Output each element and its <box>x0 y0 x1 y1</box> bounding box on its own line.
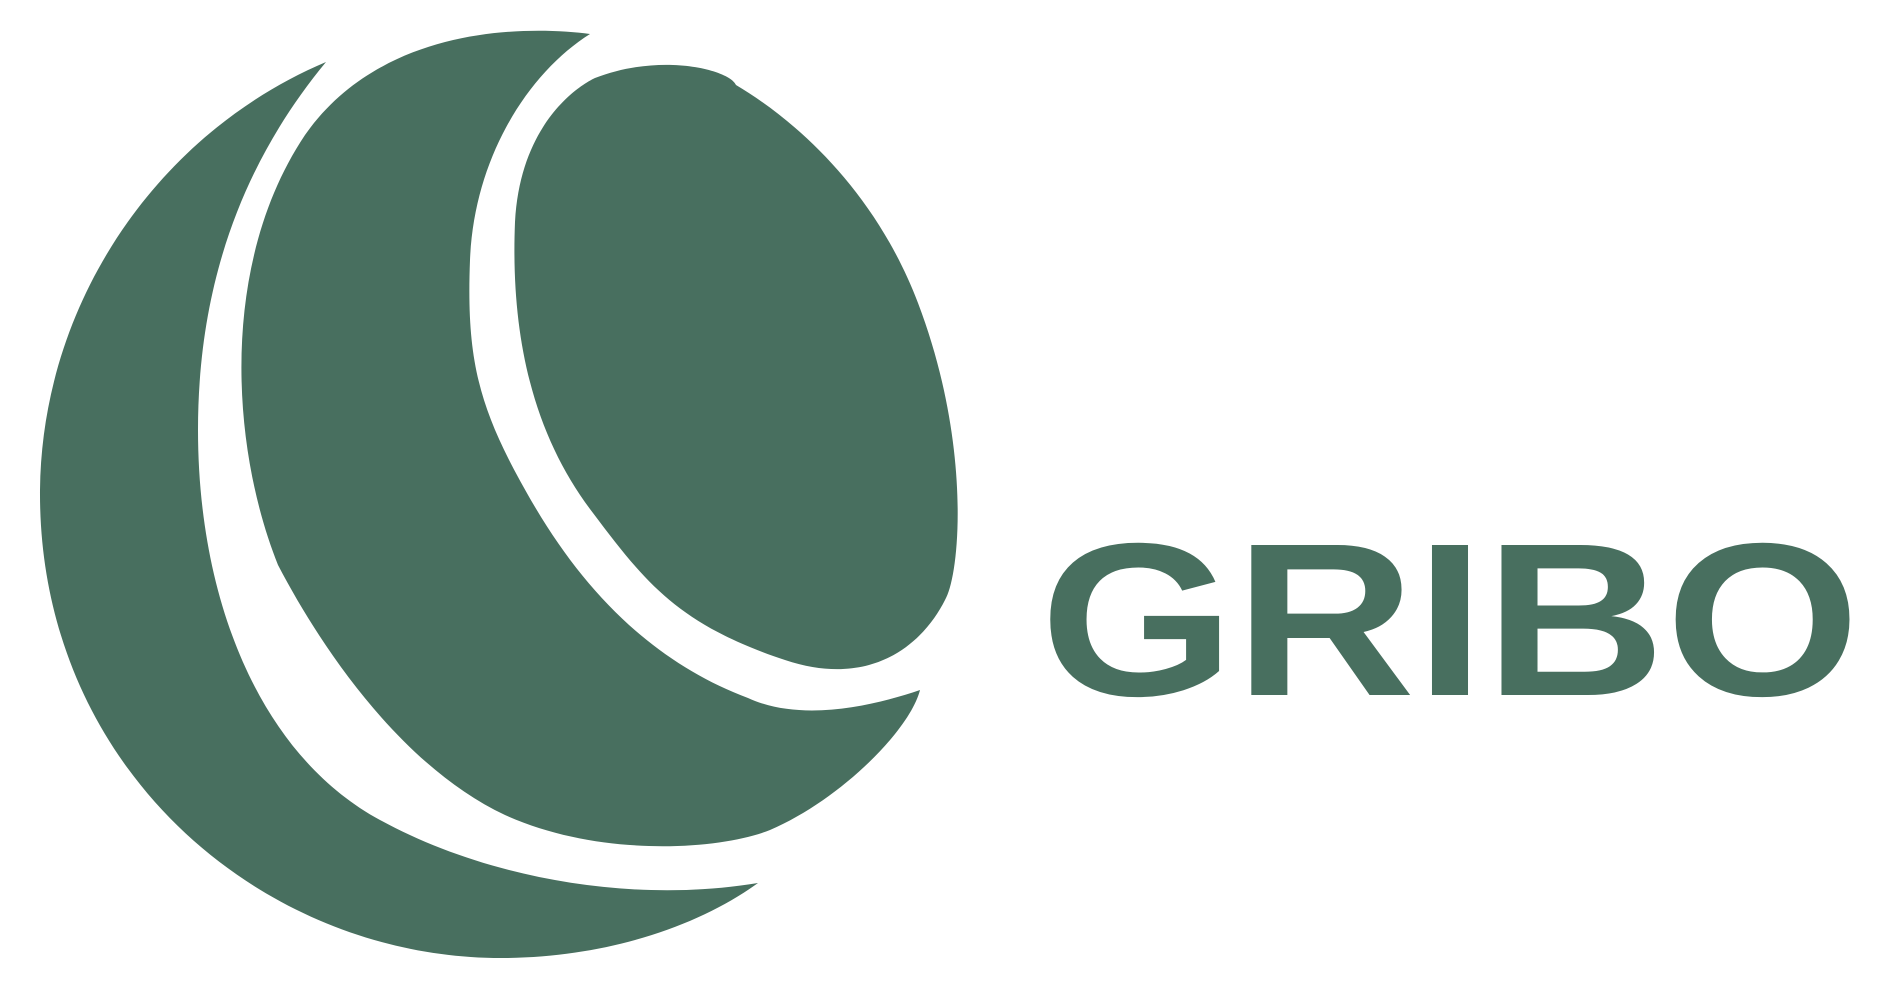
wordmark: GRIBO <box>1040 535 1860 715</box>
emblem-middle-leaf <box>241 30 921 847</box>
brand-name: GRIBO <box>1040 535 1860 715</box>
emblem-inner-leaf <box>514 64 958 670</box>
emblem-outer-crescent <box>39 62 759 959</box>
